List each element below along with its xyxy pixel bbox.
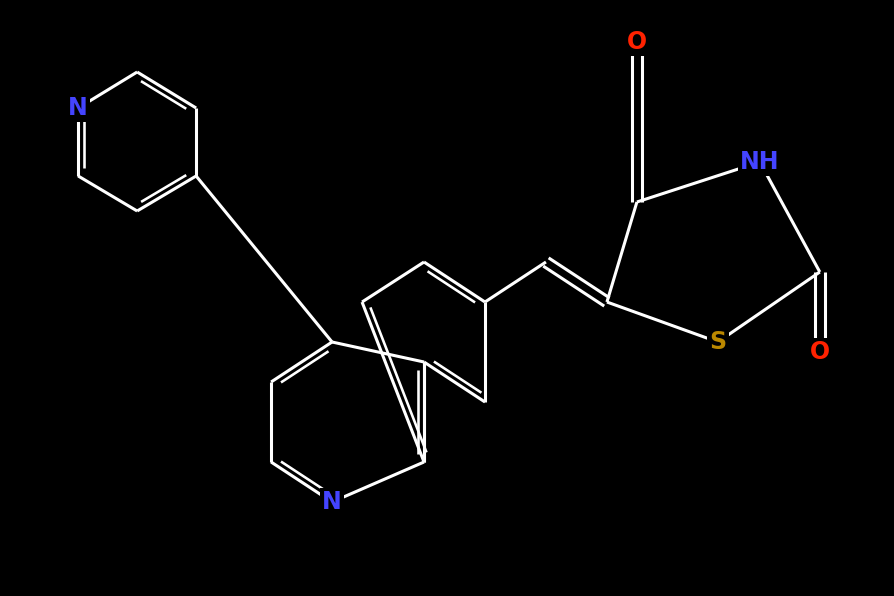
Text: O: O	[810, 340, 830, 364]
Text: S: S	[709, 330, 727, 354]
Text: O: O	[627, 30, 647, 54]
Text: NH: NH	[740, 150, 780, 174]
Text: N: N	[322, 490, 342, 514]
Text: N: N	[68, 96, 89, 120]
